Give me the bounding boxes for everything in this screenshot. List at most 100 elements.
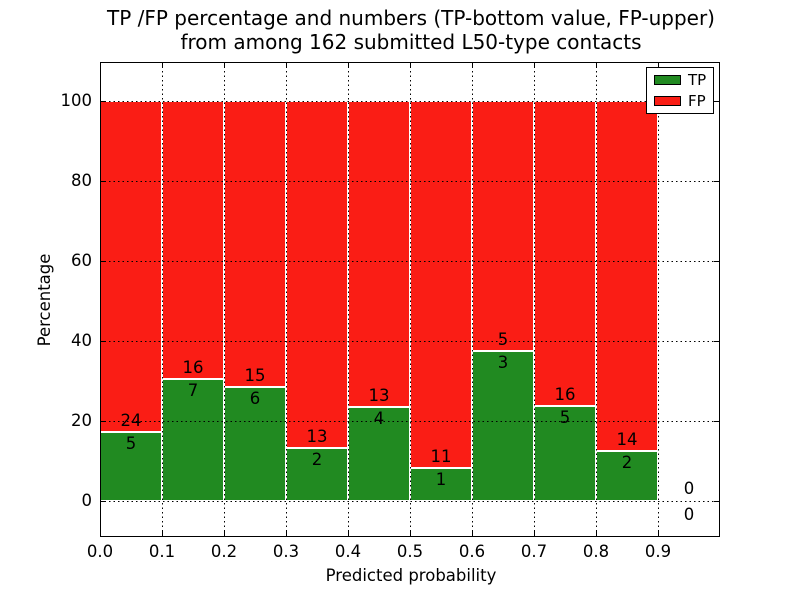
v-gridline: [223, 62, 225, 537]
x-tick-mark: [657, 531, 659, 536]
x-tick-mark: [595, 531, 597, 536]
x-tick-label: 0.3: [272, 542, 300, 561]
x-tick-mark: [409, 531, 411, 536]
bar-label-tp: 2: [621, 453, 633, 472]
bar-label-tp: 5: [559, 407, 571, 427]
bar-label-fp: 16: [182, 358, 204, 378]
x-tick-label: 0.4: [334, 542, 362, 561]
y-tick-label: 80: [71, 171, 92, 190]
y-tick-mark: [101, 340, 106, 342]
v-gridline: [533, 62, 535, 537]
y-tick-mark: [714, 180, 719, 182]
bar-segment-tp: [410, 467, 472, 501]
x-tick-label: 0.7: [520, 542, 548, 561]
chart-title-line-1: TP /FP percentage and numbers (TP-bottom…: [107, 6, 715, 30]
bar-segment-tp: [472, 351, 534, 501]
x-tick-mark: [285, 63, 287, 68]
y-tick-label: 40: [71, 331, 92, 350]
x-tick-label: 0.2: [210, 542, 238, 561]
x-tick-mark: [533, 531, 535, 536]
y-tick-mark: [101, 500, 106, 502]
x-tick-label: 0.8: [582, 542, 610, 561]
bar-label-fp: 13: [306, 426, 328, 446]
bar-label-fp: 13: [368, 385, 390, 405]
v-gridline: [657, 62, 659, 537]
y-tick-mark: [714, 420, 719, 422]
bar-segment-fp: [162, 101, 224, 380]
v-gridline: [285, 62, 287, 537]
y-tick-mark: [714, 500, 719, 502]
legend-label: FP: [688, 91, 706, 110]
y-tick-mark: [714, 260, 719, 262]
bar-segment-fp: [348, 101, 410, 407]
bar-segment-fp: [596, 101, 658, 451]
legend-item: FP: [647, 93, 713, 109]
y-tick-label: 100: [60, 91, 93, 110]
y-tick-mark: [714, 100, 719, 102]
chart-title-line-2: from among 162 submitted L50-type contac…: [180, 30, 642, 54]
legend-swatch-tp: [654, 75, 681, 86]
y-axis-label: Percentage: [35, 253, 54, 347]
x-tick-mark: [595, 63, 597, 68]
v-gridline: [409, 62, 411, 537]
legend-item: TP: [647, 72, 713, 88]
bar-label-tp: 6: [249, 388, 261, 408]
x-tick-mark: [533, 63, 535, 68]
x-tick-mark: [347, 63, 349, 68]
bar-segment-tp: [348, 406, 410, 501]
bar-segment-fp: [534, 101, 596, 406]
bar-segment-tp: [286, 447, 348, 501]
x-tick-mark: [657, 63, 659, 68]
bar-label-fp: 14: [616, 430, 638, 449]
bar-label-tp: 0: [683, 505, 695, 524]
y-tick-mark: [714, 340, 719, 342]
x-tick-label: 0.9: [644, 542, 672, 561]
v-gridline: [161, 62, 163, 537]
bar-segment-tp: [162, 379, 224, 501]
x-tick-mark: [161, 63, 163, 68]
bar-label-tp: 4: [373, 408, 385, 428]
v-gridline: [595, 62, 597, 537]
bar-label-tp: 5: [125, 434, 137, 454]
x-tick-mark: [99, 531, 101, 536]
bar-segment-fp: [224, 101, 286, 387]
v-gridline: [347, 62, 349, 537]
bar-segment-tp: [596, 451, 658, 501]
bar-label-fp: 16: [554, 384, 576, 404]
bar-label-tp: 2: [311, 449, 323, 469]
x-tick-mark: [285, 531, 287, 536]
bar-label-fp: 11: [430, 446, 452, 466]
x-tick-mark: [409, 63, 411, 68]
y-tick-label: 20: [71, 411, 92, 430]
bar-label-fp: 5: [497, 330, 509, 349]
y-tick-label: 60: [71, 251, 92, 270]
y-tick-mark: [101, 260, 106, 262]
x-tick-mark: [223, 63, 225, 68]
x-tick-label: 0.5: [396, 542, 424, 561]
x-tick-label: 0.0: [86, 542, 114, 561]
x-tick-mark: [347, 531, 349, 536]
bar-label-fp: 24: [120, 411, 142, 431]
x-axis-label: Predicted probability: [325, 566, 497, 585]
bar-segment-tp: [224, 386, 286, 501]
bar-label-fp: 15: [244, 365, 266, 385]
plot-frame: [100, 62, 720, 537]
x-tick-mark: [161, 531, 163, 536]
bar-label-tp: 3: [497, 353, 509, 372]
x-tick-mark: [471, 531, 473, 536]
x-tick-mark: [99, 63, 101, 68]
v-gridline: [471, 62, 473, 537]
legend: TP FP: [646, 67, 714, 114]
bar-label-tp: 7: [187, 381, 199, 401]
chart-title: TP /FP percentage and numbers (TP-bottom…: [10, 6, 800, 54]
x-tick-mark: [471, 63, 473, 68]
x-tick-label: 0.6: [458, 542, 486, 561]
legend-swatch-fp: [654, 95, 681, 106]
y-tick-mark: [101, 420, 106, 422]
legend-label: TP: [688, 71, 707, 90]
bar-segment-tp: [534, 405, 596, 501]
